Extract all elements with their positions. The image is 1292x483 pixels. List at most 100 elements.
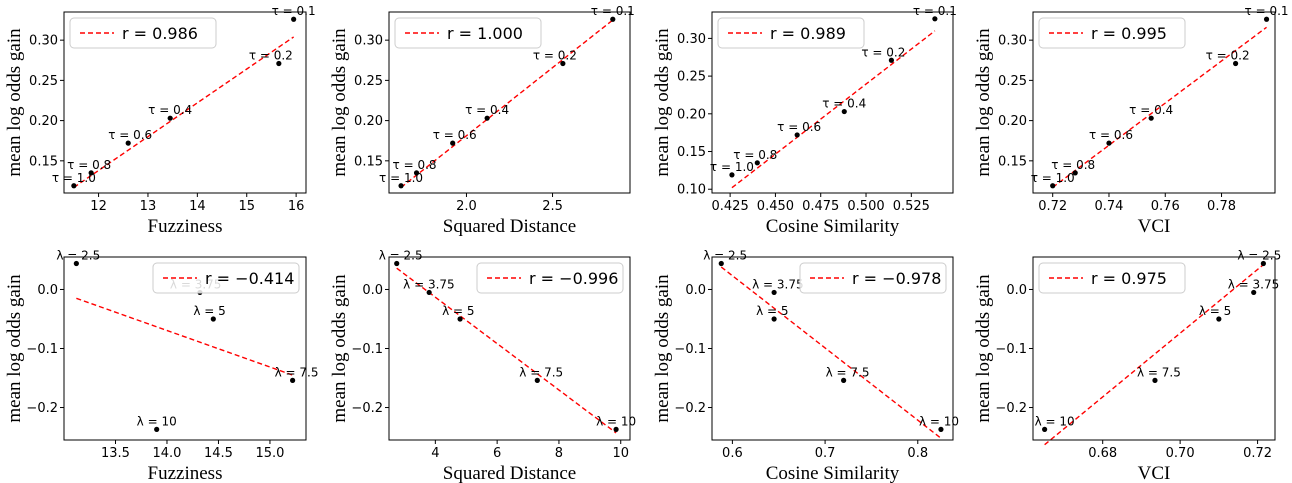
fit-line xyxy=(400,19,614,188)
legend-label: r = 1.000 xyxy=(447,24,523,43)
legend: r = 0.975 xyxy=(1038,262,1186,294)
point-label: τ = 0.2 xyxy=(533,48,577,62)
legend-label: r = −0.996 xyxy=(529,269,618,288)
y-tick-label: −0.2 xyxy=(351,401,383,416)
y-tick-label: 0.30 xyxy=(998,34,1027,49)
data-point xyxy=(1233,60,1239,67)
data-point xyxy=(276,60,282,67)
x-tick-label: 0.6 xyxy=(722,446,743,461)
point-label: τ = 0.1 xyxy=(913,4,957,18)
point-label: λ = 7.5 xyxy=(519,365,563,379)
y-tick-label: −0.1 xyxy=(995,342,1027,357)
point-label: τ = 0.6 xyxy=(1089,128,1133,142)
x-tick-label: 14.5 xyxy=(204,446,233,461)
data-point xyxy=(484,115,490,121)
legend-label: r = 0.975 xyxy=(1091,269,1167,288)
y-tick-label: 0.25 xyxy=(29,74,58,89)
data-point xyxy=(291,16,297,22)
data-point xyxy=(450,140,456,146)
data-point xyxy=(1263,16,1270,22)
legend: r = 0.986 xyxy=(69,17,217,49)
point-label: τ = 0.2 xyxy=(861,45,905,59)
x-tick-label: 12 xyxy=(90,199,107,214)
data-point xyxy=(210,316,216,322)
axes-frame xyxy=(1032,11,1276,194)
x-axis-title: VCI xyxy=(1138,216,1171,237)
x-tick-label: 0.70 xyxy=(1166,446,1195,461)
x-tick-label: 0.68 xyxy=(1088,446,1117,461)
point-label: τ = 0.4 xyxy=(822,97,866,111)
data-point xyxy=(754,160,760,166)
y-axis-title: mean log odds gain xyxy=(329,28,350,177)
point-label: λ = 7.5 xyxy=(275,365,319,379)
legend: r = 0.989 xyxy=(717,17,865,49)
point-label: τ = 0.2 xyxy=(249,48,293,62)
data-point xyxy=(154,426,160,432)
legend-label: r = 0.989 xyxy=(770,24,846,43)
legend-box xyxy=(1038,17,1186,49)
x-tick-label: 0.475 xyxy=(802,199,839,214)
legend-box xyxy=(476,262,624,294)
y-tick-label: 0.15 xyxy=(998,154,1027,169)
data-point xyxy=(560,60,566,67)
x-tick-label: 0.74 xyxy=(1095,199,1124,214)
legend-box xyxy=(152,262,300,294)
x-tick-label: 2.5 xyxy=(542,199,563,214)
point-label: λ = 3.75 xyxy=(752,277,804,291)
x-axis-title: Cosine Similarity xyxy=(766,216,900,237)
axes-frame xyxy=(711,11,954,194)
legend: r = −0.414 xyxy=(152,262,300,294)
y-tick-label: 0.30 xyxy=(677,32,706,47)
y-axis-title: mean log odds gain xyxy=(4,274,25,423)
point-label: λ = 2.5 xyxy=(56,248,100,262)
y-tick-label: 0.20 xyxy=(998,114,1027,129)
x-tick-label: 0.76 xyxy=(1151,199,1180,214)
point-label: λ = 2.5 xyxy=(703,248,747,262)
legend: r = −0.978 xyxy=(799,262,947,294)
point-label: τ = 0.4 xyxy=(148,103,192,117)
y-tick-label: 0.15 xyxy=(354,154,383,169)
data-point xyxy=(534,377,540,383)
chart-panel-3: τ = 0.1 τ = 0.2 τ = 0.4τ = 0.6τ = 0.8τ = 1… xyxy=(652,4,957,237)
y-tick-label: 0.0 xyxy=(362,283,383,298)
fit-line xyxy=(731,30,936,189)
fit-line xyxy=(73,36,295,188)
x-axis-title: Squared Distance xyxy=(443,216,576,237)
data-point xyxy=(771,289,777,296)
axes-frame xyxy=(63,11,307,194)
chart-panel-4: τ = 0.1 τ = 0.2 τ = 0.4 τ = 0.6 τ = 0.8τ = 1… xyxy=(973,4,1289,237)
point-label: λ = 10 xyxy=(596,414,636,428)
data-point xyxy=(771,316,777,322)
y-tick-label: 0.30 xyxy=(354,34,383,49)
point-label: τ = 0.8 xyxy=(393,158,437,172)
y-tick-label: −0.2 xyxy=(674,401,706,416)
legend-box xyxy=(69,17,217,49)
data-point xyxy=(167,115,173,121)
x-tick-label: 15 xyxy=(238,199,255,214)
data-point xyxy=(71,183,77,189)
y-tick-label: −0.1 xyxy=(26,342,58,357)
point-label: τ = 0.1 xyxy=(1245,4,1289,18)
x-tick-label: 0.7 xyxy=(815,446,836,461)
legend-box xyxy=(799,262,947,294)
legend: r = 0.995 xyxy=(1038,17,1186,49)
point-label: λ = 10 xyxy=(137,414,177,428)
legend-label: r = −0.414 xyxy=(205,269,294,288)
data-point xyxy=(394,260,400,267)
data-point xyxy=(1251,289,1257,296)
chart-panel-7: λ = 2.5 λ = 3.75 λ = 5 λ = 7.5 λ = 10 0.6 0.7 0… xyxy=(652,248,959,483)
x-tick-label: 6 xyxy=(493,446,501,461)
y-axis-title: mean log odds gain xyxy=(652,274,673,423)
chart-panel-8: λ = 2.5 λ = 3.75 λ = 5 λ = 7.5 λ = 10 0.68 0.7… xyxy=(973,248,1281,483)
data-point xyxy=(932,16,938,22)
data-point xyxy=(1216,316,1222,322)
x-tick-label: 0.525 xyxy=(893,199,930,214)
point-label: τ = 1.0 xyxy=(379,171,423,185)
point-label: τ = 0.1 xyxy=(591,4,635,18)
point-label: λ = 10 xyxy=(919,414,959,428)
y-tick-label: 0.15 xyxy=(29,154,58,169)
point-label: τ = 0.1 xyxy=(272,4,316,18)
point-label: λ = 7.5 xyxy=(1137,365,1181,379)
point-label: τ = 0.4 xyxy=(1129,103,1173,117)
